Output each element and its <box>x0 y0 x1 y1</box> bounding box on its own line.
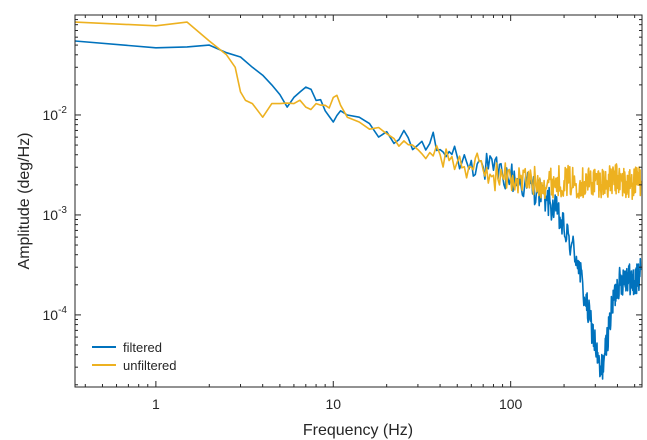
y-tick-label: 10-4 <box>43 305 68 323</box>
y-axis-label: Amplitude (deg/Hz) <box>16 133 33 270</box>
tick-layer: 1 10 100 10-4 10-3 10-2 <box>43 15 642 412</box>
series-line-unfiltered <box>75 21 642 200</box>
x-tick-label: 100 <box>499 396 523 412</box>
legend-label-filtered: filtered <box>123 340 162 355</box>
x-axis-label: Frequency (Hz) <box>303 422 413 439</box>
series-layer <box>75 21 642 380</box>
x-tick-label: 1 <box>152 396 160 412</box>
x-tick-label: 10 <box>325 396 341 412</box>
y-tick-label: 10-3 <box>43 205 68 223</box>
y-tick-label: 10-2 <box>43 105 68 123</box>
legend: filtered unfiltered <box>92 340 176 373</box>
legend-label-unfiltered: unfiltered <box>123 358 176 373</box>
plot-area-frame <box>74 14 643 388</box>
